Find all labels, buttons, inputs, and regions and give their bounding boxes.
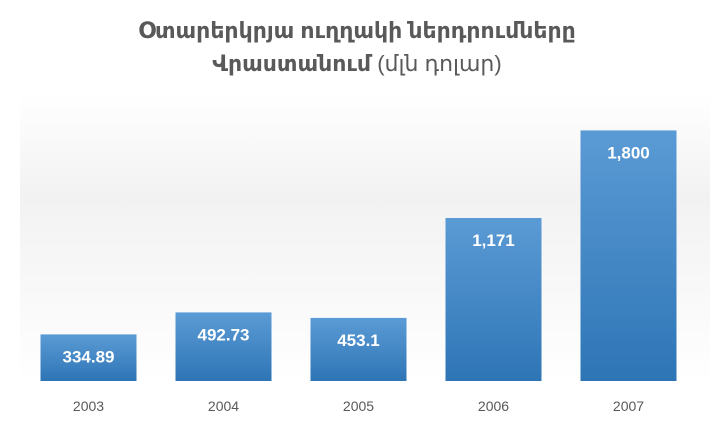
chart-title: Օտարերկրյա ուղղակի ներդրումները Վրաստանո… <box>0 14 714 80</box>
data-label-2005: 453.1 <box>337 331 380 350</box>
x-tick-label-2003: 2003 <box>73 398 104 414</box>
x-tick-label-2007: 2007 <box>613 398 644 414</box>
x-tick-label-2006: 2006 <box>478 398 509 414</box>
bar-2007 <box>580 130 677 381</box>
bar-2003 <box>40 334 137 381</box>
chart-title-line1: Օտարերկրյա ուղղակի ներդրումները <box>138 18 576 43</box>
bar-2005 <box>310 317 407 381</box>
data-label-2003: 334.89 <box>63 347 115 366</box>
data-label-2006: 1,171 <box>472 231 515 250</box>
x-tick-label-2005: 2005 <box>343 398 374 414</box>
chart-title-line2: Վրաստանում <box>212 51 372 76</box>
x-tick-label-2004: 2004 <box>208 398 239 414</box>
bar-2006 <box>445 218 542 381</box>
bar-2004 <box>175 312 272 381</box>
data-label-2007: 1,800 <box>607 143 650 162</box>
data-label-2004: 492.73 <box>198 325 250 344</box>
chart-title-unit: (մլն դոլար) <box>377 51 502 76</box>
